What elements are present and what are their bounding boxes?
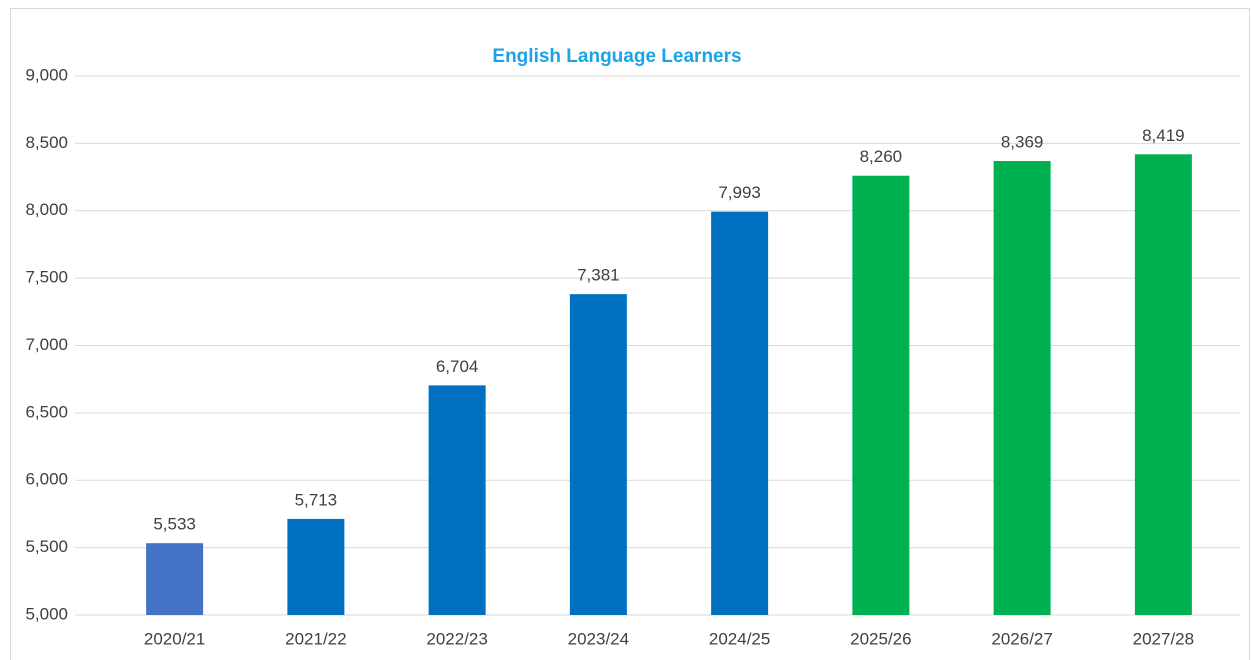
bar [711,211,769,616]
bar [569,294,627,615]
bar [287,518,345,615]
y-tick-label: 7,000 [25,335,68,354]
chart-title: English Language Learners [492,46,741,67]
value-label: 8,369 [1001,133,1044,152]
value-label: 6,704 [436,357,479,376]
bar [428,385,486,615]
y-tick-label: 6,500 [25,402,68,421]
value-label: 8,260 [860,147,903,166]
value-label: 7,381 [577,266,620,285]
y-tick-label: 5,000 [25,604,68,623]
value-label: 7,993 [718,183,761,202]
bar [852,175,910,615]
x-tick-label: 2026/27 [991,629,1052,648]
y-tick-label: 8,500 [25,133,68,152]
x-tick-label: 2025/26 [850,629,911,648]
bar [1134,154,1192,616]
y-tick-label: 8,000 [25,200,68,219]
value-label: 5,713 [295,490,338,509]
y-tick-label: 5,500 [25,537,68,556]
x-tick-label: 2023/24 [568,629,629,648]
y-tick-label: 9,000 [25,65,68,84]
x-tick-label: 2021/22 [285,629,346,648]
y-tick-label: 7,500 [25,268,68,287]
x-tick-label: 2024/25 [709,629,770,648]
value-label: 8,419 [1142,126,1185,145]
bar [146,543,204,615]
value-label: 5,533 [153,515,196,534]
y-tick-label: 6,000 [25,470,68,489]
x-tick-label: 2027/28 [1133,629,1194,648]
x-tick-label: 2020/21 [144,629,205,648]
bar [993,161,1051,615]
x-tick-label: 2022/23 [426,629,487,648]
